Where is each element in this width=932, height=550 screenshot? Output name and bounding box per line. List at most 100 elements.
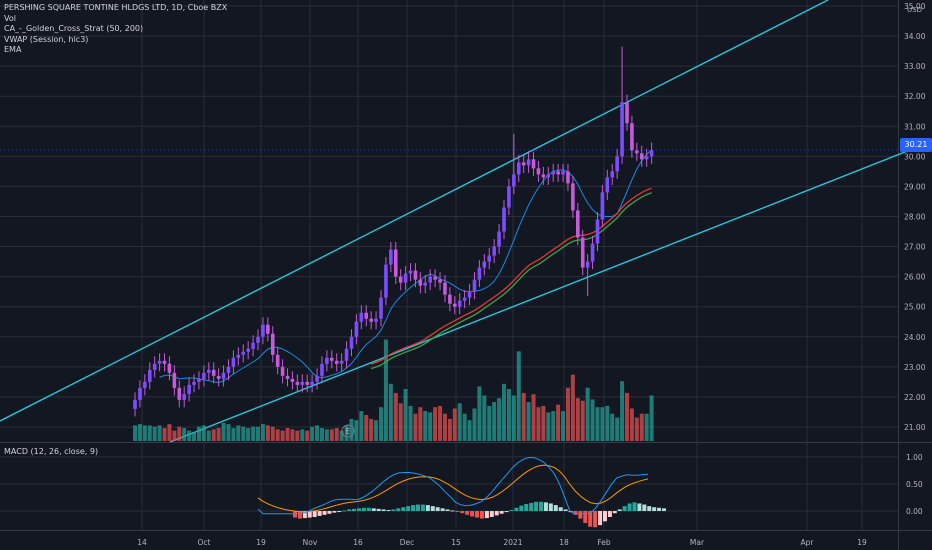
currency-label[interactable]: USD [907, 6, 922, 14]
candle-body [354, 321, 359, 337]
candle-body [595, 219, 600, 244]
candle-body [152, 363, 157, 370]
volume-bar [398, 403, 403, 441]
volume-bar [231, 428, 236, 441]
macd-legend[interactable]: MACD (12, 26, close, 9) [4, 447, 99, 456]
volume-bar [516, 351, 521, 441]
indicator-golden-cross[interactable]: CA_-_Golden_Cross_Strat (50, 200) [4, 24, 144, 33]
candle-body [236, 354, 241, 358]
volume-bar [364, 415, 369, 441]
volume-bar [531, 394, 536, 441]
volume-bar [600, 407, 605, 441]
macd-histogram-bar [539, 501, 543, 512]
candle-body [546, 174, 551, 178]
macd-histogram-bar [455, 511, 460, 513]
candle-body [325, 357, 329, 364]
volume-bar [359, 411, 364, 441]
volume-bar [167, 424, 172, 441]
volume-bar [157, 425, 162, 441]
candle-body [620, 102, 624, 157]
candle-body [290, 378, 295, 382]
volume-bar [339, 430, 344, 441]
candle-body [182, 393, 186, 400]
ma-red-line [370, 187, 652, 365]
candle-body [315, 375, 319, 382]
volume-bar [147, 425, 152, 441]
price-tick-label: 30.00 [904, 152, 926, 161]
macd-histogram-bar [470, 511, 475, 517]
candle-body [507, 186, 511, 208]
macd-histogram-bar [514, 507, 519, 512]
price-tick-label: 21.00 [904, 423, 926, 432]
macd-histogram-bar [657, 507, 662, 512]
volume-bar [182, 428, 187, 441]
time-tick-label: Feb [597, 538, 611, 547]
volume-bar [334, 428, 339, 441]
candle-body [359, 312, 364, 322]
macd-histogram-bar [332, 511, 337, 513]
symbol-title[interactable]: PERSHING SQUARE TONTINE HLDGS LTD, 1D, C… [4, 3, 228, 12]
candle-body [339, 360, 344, 364]
earnings-icon-label: E [346, 427, 351, 436]
candle-body [221, 372, 226, 379]
volume-bar [388, 383, 393, 441]
volume-bar [472, 408, 477, 441]
price-tick-label: 22.00 [904, 393, 926, 402]
volume-bar [649, 395, 654, 441]
candle-body [207, 369, 211, 373]
candle-body [512, 174, 516, 187]
macd-histogram-bar [647, 506, 652, 512]
candle-body [197, 378, 201, 382]
macd-histogram-bar [361, 507, 366, 512]
macd-histogram-bar [578, 511, 583, 519]
macd-histogram-bar [617, 509, 622, 512]
indicator-vwap[interactable]: VWAP (Session, hlc3) [4, 34, 89, 44]
macd-histogram-bar [627, 503, 632, 512]
candle-body [162, 360, 167, 364]
volume-bar [290, 429, 295, 441]
candle-body [192, 381, 196, 385]
price-tick-label: 26.00 [904, 273, 926, 282]
macd-histogram-bar [337, 511, 342, 513]
volume-bar [418, 407, 423, 441]
indicator-ema[interactable]: EMA [4, 45, 22, 54]
macd-histogram-bar [356, 508, 361, 512]
candle-body [275, 354, 280, 367]
macd-histogram-bar [376, 508, 381, 512]
time-tick-label: 16 [353, 538, 363, 547]
candle-body [551, 171, 555, 175]
candle-body [600, 192, 605, 220]
volume-bar [541, 405, 546, 441]
candle-body [330, 357, 334, 361]
macd-histogram-bar [583, 511, 588, 523]
macd-histogram-bar [312, 511, 317, 517]
price-tick-label: 23.00 [904, 363, 926, 372]
candle-body [472, 279, 477, 292]
volume-bar [536, 407, 541, 441]
macd-histogram-bar [396, 508, 401, 512]
volume-bar [644, 413, 649, 441]
time-tick-label: 14 [137, 538, 147, 547]
volume-bar [565, 387, 570, 441]
candle-body [615, 156, 619, 172]
price-tick-label: 28.00 [904, 212, 926, 221]
price-tick-label: 33.00 [904, 62, 926, 71]
candle-body [644, 156, 649, 160]
time-tick-label: Apr [801, 538, 815, 547]
macd-histogram-bar [416, 504, 420, 512]
indicator-volume[interactable]: Vol [4, 13, 16, 23]
volume-bar [551, 411, 556, 441]
volume-bar [467, 420, 472, 441]
time-tick-label: Mar [690, 538, 705, 547]
macd-histogram-bar [588, 511, 593, 527]
last-price-badge: 30.21 [900, 138, 932, 152]
candle-body [566, 171, 570, 184]
volume-bar [329, 429, 334, 441]
macd-histogram-bar [479, 511, 484, 519]
volume-bar [526, 402, 531, 441]
volume-bar [275, 429, 280, 441]
macd-histogram-bar [524, 503, 529, 512]
candle-body [443, 282, 447, 295]
